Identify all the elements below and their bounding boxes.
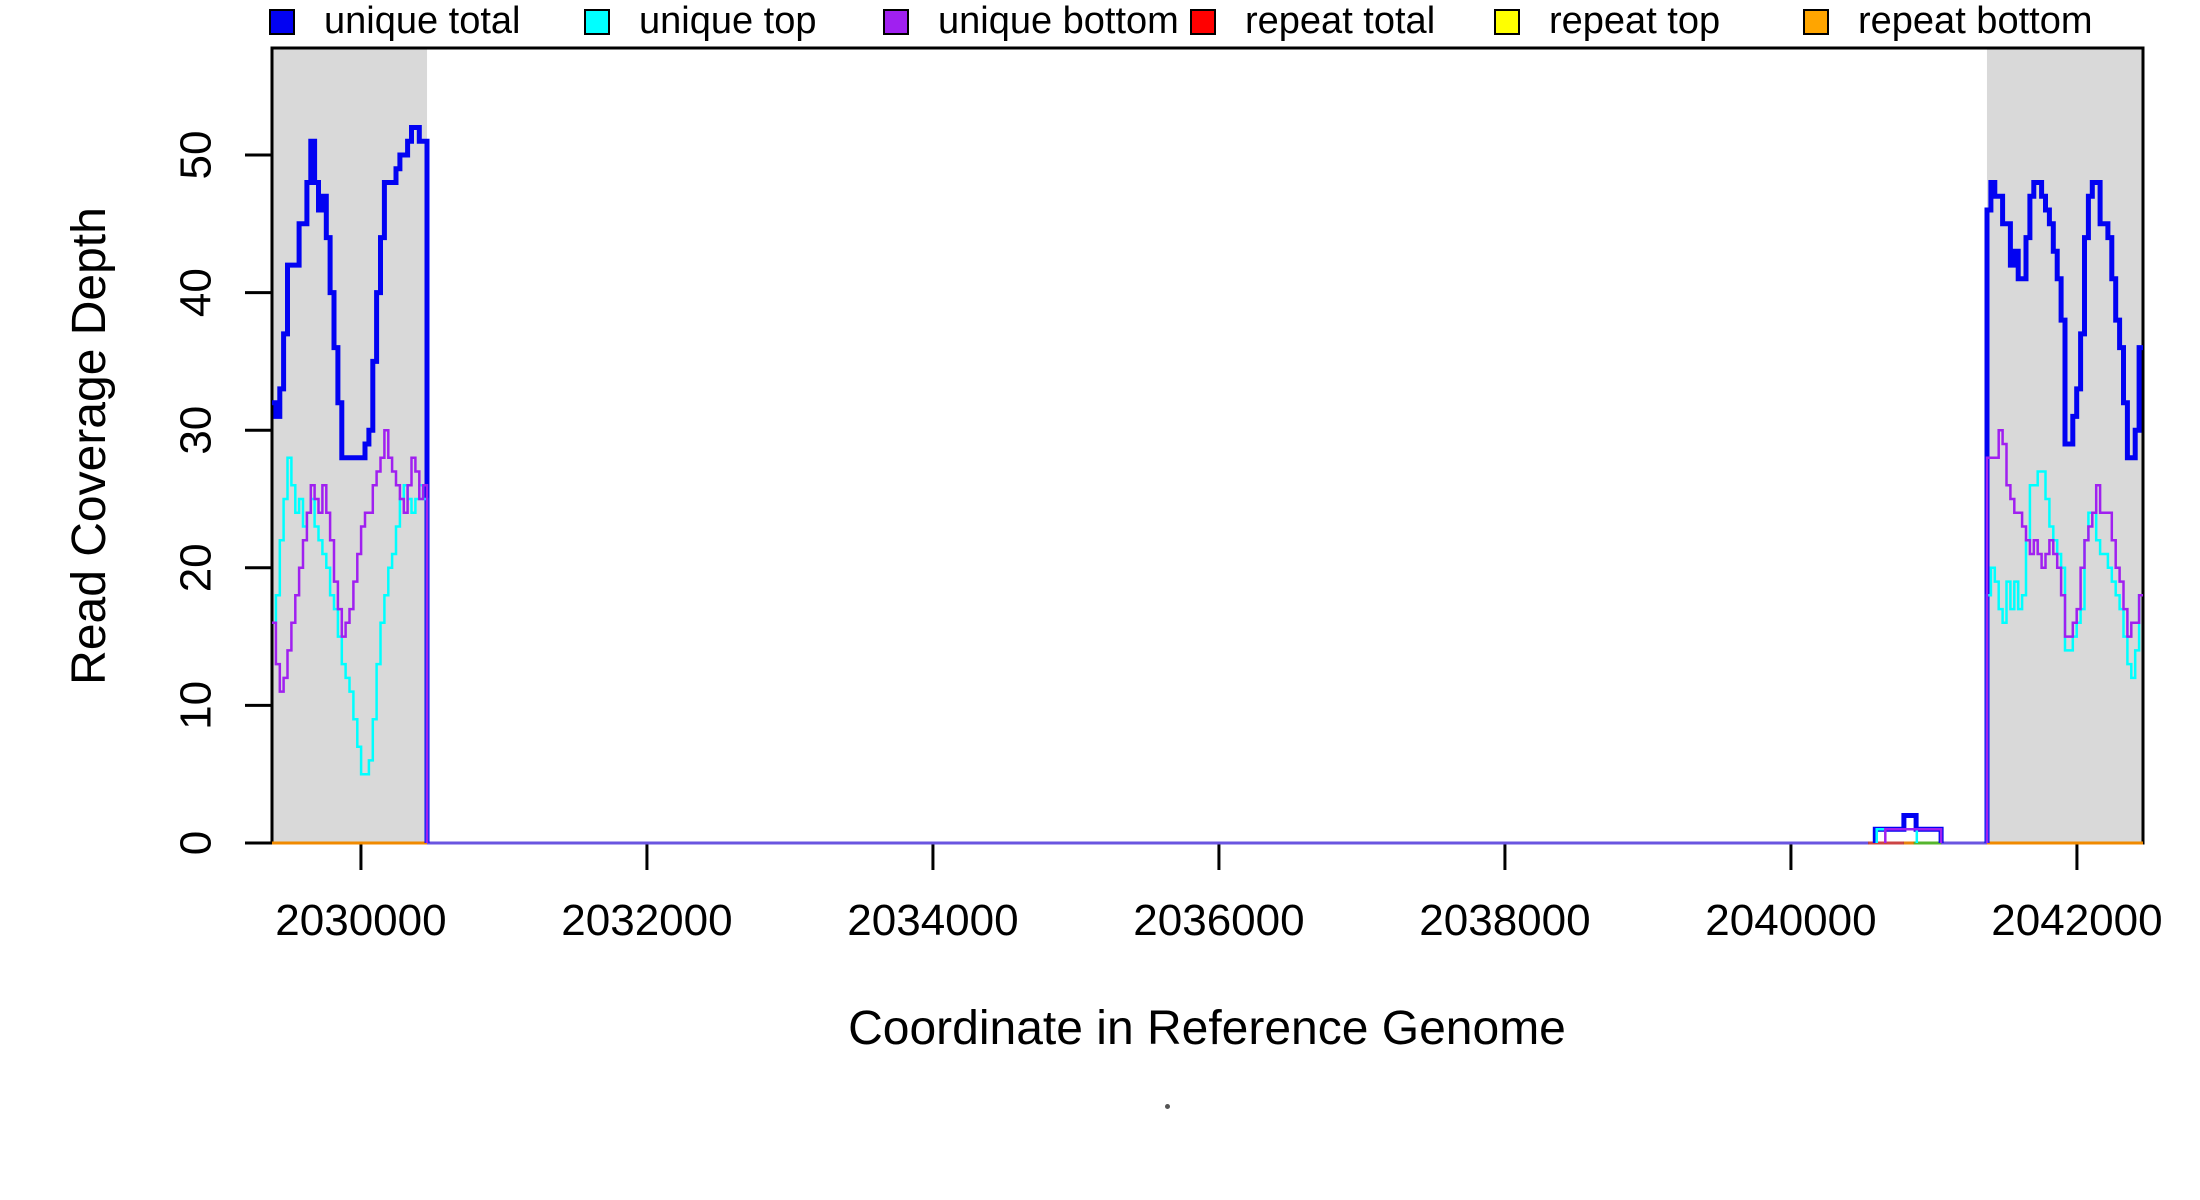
x-tick-label: 2040000 <box>1705 896 1876 945</box>
y-tick-label: 0 <box>171 831 220 855</box>
x-tick-label: 2032000 <box>561 896 732 945</box>
y-tick-label: 50 <box>171 131 220 180</box>
series-unique-total-right <box>1984 180 2143 843</box>
series-unique-bottom-left <box>272 428 429 843</box>
x-tick-label: 2038000 <box>1419 896 1590 945</box>
x-tick-label: 2034000 <box>847 896 1018 945</box>
shaded-region <box>272 48 428 843</box>
y-tick-label: 20 <box>171 543 220 592</box>
plot-border <box>270 46 2145 845</box>
y-axis-title: Read Coverage Depth <box>63 207 116 685</box>
x-tick-label: 2042000 <box>1991 896 2162 945</box>
y-tick-label: 40 <box>171 268 220 317</box>
series-unique-total-left <box>272 125 430 843</box>
stray-dot <box>1165 1104 1170 1109</box>
x-tick-label: 2036000 <box>1133 896 1304 945</box>
series-unique-top-right <box>1985 470 2143 843</box>
y-tick-label: 30 <box>171 406 220 455</box>
series-unique-bottom-right <box>1985 428 2143 843</box>
x-axis-title: Coordinate in Reference Genome <box>848 1002 1566 1055</box>
y-tick-label: 10 <box>171 681 220 730</box>
x-tick-label: 2030000 <box>275 896 446 945</box>
bump-unique-bottom <box>1884 827 1943 843</box>
